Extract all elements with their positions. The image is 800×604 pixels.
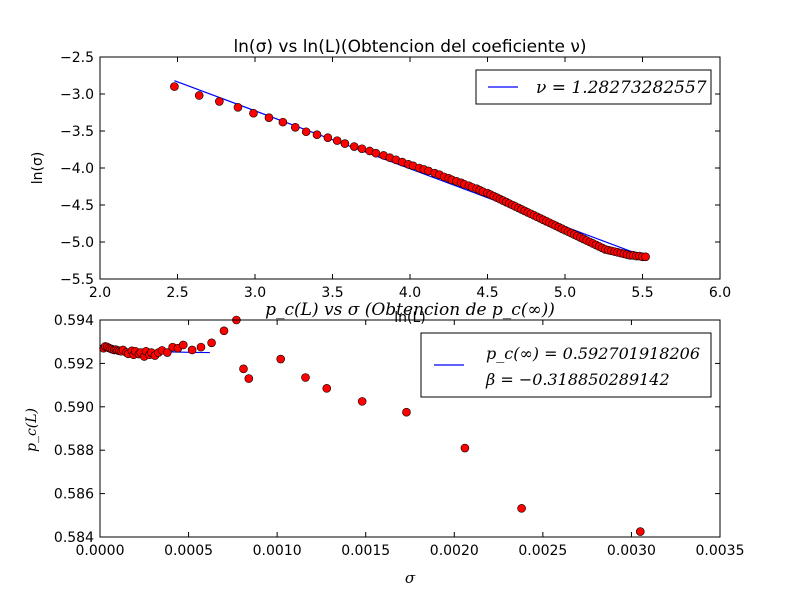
- bottom-chart-x-tick-label: 0.0020: [430, 543, 479, 559]
- top-chart-y-axis-label: ln(σ): [30, 152, 46, 185]
- top-chart-legend-label: ν = 1.28273282557: [536, 78, 707, 98]
- bottom-chart-x-tick-label: 0.0005: [164, 543, 213, 559]
- top-chart-data-point: [312, 130, 322, 139]
- bottom-chart-y-tick-label: 0.594: [54, 313, 94, 329]
- top-chart-title: ln(σ) vs ln(L)(Obtencion del coeficiente…: [233, 37, 586, 57]
- bottom-chart-y-tick-label: 0.592: [54, 356, 94, 372]
- bottom-chart-data-point: [163, 348, 172, 357]
- top-chart-y-tick-label: −3.5: [60, 124, 94, 140]
- bottom-chart-data-point: [196, 342, 206, 352]
- top-chart-x-tick-label: 3.0: [244, 285, 266, 301]
- bottom-chart-legend: p_c(∞) = 0.592701918206 β = −0.318850289…: [420, 332, 712, 398]
- bottom-chart-data-point: [460, 443, 470, 453]
- top-chart-x-tick-label: 3.5: [321, 285, 343, 301]
- top-chart-data-point: [264, 113, 274, 122]
- top-chart-y-tick-label: −2.5: [60, 50, 94, 66]
- top-chart-data-point: [349, 142, 359, 151]
- bottom-chart-data-point: [276, 354, 285, 364]
- bottom-chart-x-tick-label: 0.0035: [696, 543, 745, 559]
- bottom-chart-x-axis-label: σ: [405, 569, 416, 587]
- bottom-chart-data-point: [219, 326, 229, 336]
- top-chart-x-tick-label: 4.0: [399, 285, 421, 301]
- bottom-chart-x-tick-label: 0.0010: [253, 543, 302, 559]
- bottom-chart-data-point: [635, 527, 645, 536]
- top-chart-data-point: [278, 117, 288, 127]
- top-chart-data-point: [323, 133, 333, 142]
- top-chart-data-point: [290, 123, 300, 132]
- bottom-chart-legend-label-beta: β = −0.318850289142: [485, 370, 670, 389]
- bottom-chart-data-point: [517, 504, 526, 513]
- bottom-chart-data-point: [244, 374, 254, 383]
- top-chart-y-tick-label: −3.0: [60, 87, 94, 103]
- bottom-chart-x-tick-label: 0.0000: [76, 543, 125, 559]
- top-chart-data-point: [215, 97, 224, 106]
- bottom-chart-y-tick-label: 0.588: [54, 443, 94, 459]
- top-chart-y-tick-label: −4.0: [60, 161, 94, 177]
- top-chart-data-point: [194, 91, 204, 100]
- bottom-chart-x-tick-label: 0.0030: [607, 543, 656, 559]
- top-chart-ticks: 2.0 2.5 3.0 3.5 4.0 4.5 5.0 5.5 6.0 −2.5 −3.0 −3.5 −…: [60, 50, 731, 301]
- top-chart-data-point: [641, 252, 650, 262]
- top-chart-x-tick-label: 4.5: [476, 285, 498, 301]
- top-chart-data-point: [371, 148, 381, 158]
- bottom-chart-data-point: [178, 340, 188, 350]
- top-chart-y-tick-label: −5.5: [60, 272, 94, 288]
- bottom-chart-y-axis-label: p_c(L): [24, 408, 40, 452]
- top-chart-y-tick-label: −4.5: [60, 198, 94, 214]
- top-chart: ln(σ) vs ln(L)(Obtencion del coeficiente…: [30, 37, 731, 326]
- bottom-chart-axes-frame: [99, 319, 721, 538]
- bottom-chart-y-tick-label: 0.590: [54, 400, 94, 416]
- bottom-chart-title: p_c(L) vs σ (Obtencion de p_c(∞)): [265, 300, 555, 320]
- top-chart-x-tick-label: 5.5: [631, 285, 653, 301]
- bottom-chart-y-tick-label: 0.584: [54, 530, 94, 546]
- top-chart-data-point: [249, 108, 258, 118]
- bottom-chart-data-point: [239, 364, 248, 374]
- top-chart-x-tick-label: 6.0: [709, 285, 731, 301]
- top-chart-data-point: [340, 139, 350, 148]
- top-chart-x-axis-label: ln(L): [394, 310, 426, 326]
- bottom-chart-y-tick-label: 0.586: [54, 487, 94, 503]
- top-chart-data-point: [233, 103, 243, 112]
- bottom-chart-legend-box: [420, 332, 712, 398]
- bottom-chart-data-point: [402, 407, 411, 417]
- bottom-chart-data-point: [322, 384, 332, 393]
- top-chart-data-point: [170, 82, 179, 91]
- bottom-chart: p_c(L) vs σ (Obtencion de p_c(∞)) σ p_c(…: [24, 300, 745, 587]
- bottom-chart-data-point: [357, 397, 367, 406]
- bottom-chart-data-point: [301, 373, 310, 382]
- top-chart-data-point: [357, 144, 367, 154]
- top-chart-data-point: [332, 136, 342, 145]
- top-chart-legend: ν = 1.28273282557: [475, 69, 712, 105]
- bottom-chart-ticks: 0.0000 0.0005 0.0010 0.0015 0.0020 0.0025 0.00…: [54, 313, 745, 559]
- bottom-chart-legend-label-pc: p_c(∞) = 0.592701918206: [486, 344, 700, 363]
- bottom-chart-data-point: [187, 345, 197, 355]
- bottom-chart-plot-area: [99, 315, 645, 536]
- top-chart-x-tick-label: 2.0: [89, 285, 111, 301]
- bottom-chart-data-point: [207, 338, 216, 348]
- top-chart-data-point: [301, 127, 311, 137]
- top-chart-x-tick-label: 2.5: [166, 285, 188, 301]
- top-chart-x-tick-label: 5.0: [554, 285, 576, 301]
- bottom-chart-x-tick-label: 0.0025: [518, 543, 567, 559]
- top-chart-y-tick-label: −5.0: [60, 235, 94, 251]
- top-chart-plot-area: [170, 80, 650, 262]
- bottom-chart-x-tick-label: 0.0015: [341, 543, 390, 559]
